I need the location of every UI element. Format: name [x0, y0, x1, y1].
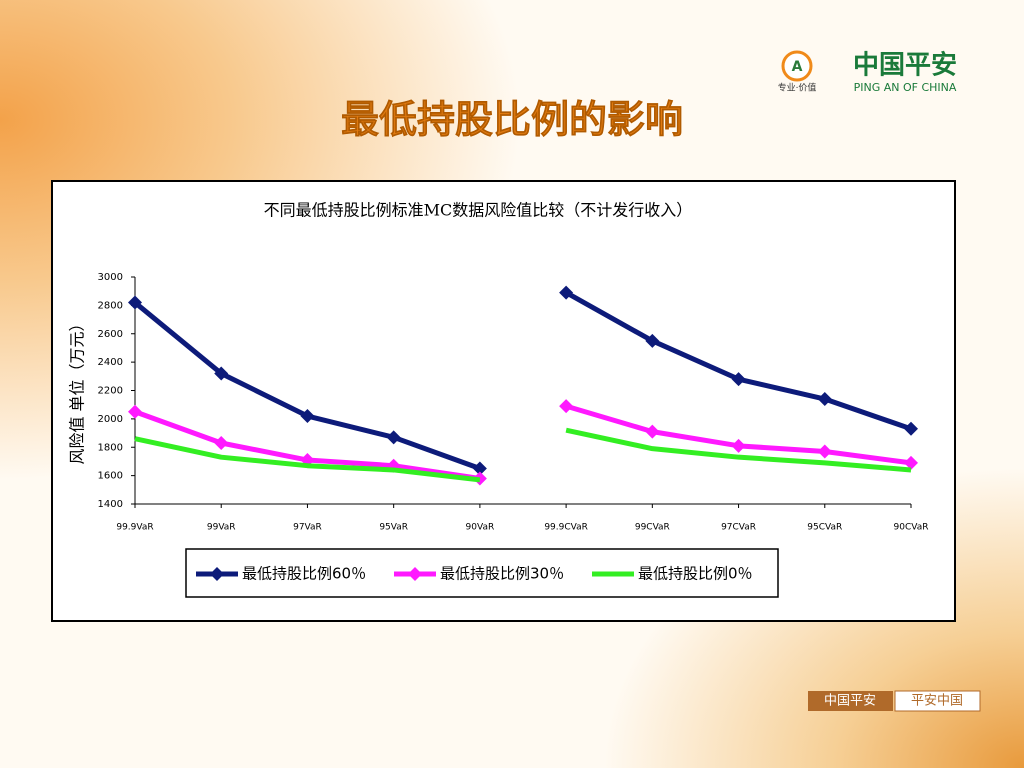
x-tick-label: 95CVaR — [807, 523, 842, 533]
point-marker — [904, 421, 918, 436]
y-tick-label: 2800 — [98, 300, 123, 311]
point-marker — [817, 444, 832, 459]
y-tick-label: 3000 — [98, 272, 123, 283]
point-marker — [472, 461, 487, 476]
point-marker — [731, 438, 746, 453]
footer-text: 平安中国 — [911, 694, 963, 709]
x-tick-label: 99CVaR — [635, 523, 670, 533]
y-tick-label: 1600 — [98, 471, 123, 482]
legend-marker — [408, 567, 422, 581]
series-line — [134, 436, 481, 483]
point-marker — [817, 392, 832, 407]
point-marker — [645, 424, 660, 439]
x-tick-label: 99.9CVaR — [544, 523, 588, 533]
logo-slogan: 专业·价值 — [778, 82, 817, 94]
point-marker — [128, 295, 142, 310]
logo-english: PING AN OF CHINA — [854, 81, 957, 94]
slide-title: 最低持股比例的影响 — [341, 98, 683, 142]
x-tick-label: 95VaR — [379, 523, 408, 533]
logo-mark — [781, 50, 813, 82]
y-tick-label: 2200 — [98, 386, 123, 397]
y-tick-label: 2000 — [98, 414, 123, 425]
footer-text: 中国平安 — [824, 694, 876, 709]
y-tick-label: 2600 — [98, 329, 123, 340]
point-marker — [214, 435, 229, 450]
point-marker — [128, 404, 142, 419]
point-marker — [645, 333, 660, 348]
legend — [185, 548, 779, 598]
x-tick-label: 99.9VaR — [116, 523, 153, 533]
x-tick-label: 99VaR — [207, 523, 236, 533]
y-tick-label: 2400 — [98, 357, 123, 368]
logo-name: 中国平安 — [853, 51, 957, 81]
point-marker — [214, 366, 229, 381]
y-tick-label: 1800 — [98, 442, 123, 453]
chart-frame — [51, 180, 956, 622]
legend-marker — [210, 567, 224, 581]
footer-box — [808, 691, 893, 711]
point-marker — [731, 372, 746, 387]
legend-label: 最低持股比例60％ — [242, 565, 366, 583]
point-marker — [559, 399, 574, 414]
x-tick-label: 90VaR — [466, 523, 495, 533]
chart-title: 不同最低持股比例标准MC数据风险值比较（不计发行收入） — [264, 201, 693, 220]
footer-box — [894, 690, 981, 712]
logo-letter: A — [792, 59, 803, 75]
x-tick-label: 90CVaR — [894, 523, 929, 533]
point-marker — [904, 455, 918, 470]
point-marker — [300, 409, 315, 424]
y-tick-label: 1400 — [98, 499, 123, 510]
point-marker — [559, 285, 574, 300]
point-marker — [386, 430, 401, 445]
y-axis-label: 风险值 单位（万元） — [68, 315, 87, 464]
legend-label: 最低持股比例0％ — [638, 565, 753, 583]
x-tick-label: 97CVaR — [721, 523, 756, 533]
series-line — [565, 427, 912, 473]
x-tick-label: 97VaR — [293, 523, 322, 533]
legend-label: 最低持股比例30％ — [440, 565, 564, 583]
